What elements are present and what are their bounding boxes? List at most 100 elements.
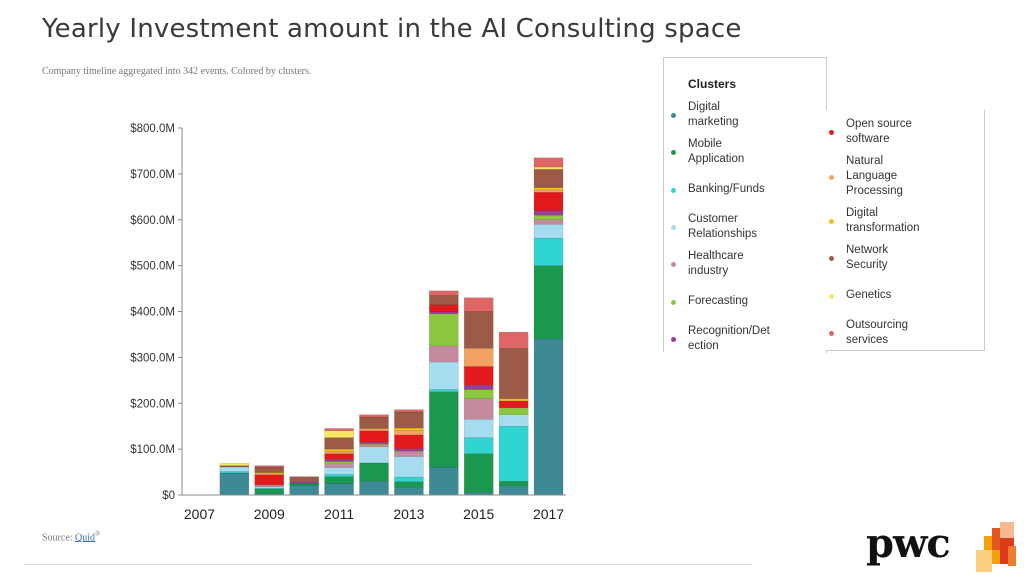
bar-segment	[429, 304, 459, 312]
x-tick-label: 2007	[184, 506, 215, 522]
bar-segment	[394, 456, 424, 478]
bar-segment	[219, 465, 250, 468]
bar-segment	[498, 348, 529, 399]
y-tick-label: $200.0M	[130, 398, 175, 410]
legend-label: Outsourcing services	[846, 319, 909, 346]
bar-segment	[289, 485, 319, 496]
y-tick-label: $300.0M	[130, 352, 175, 364]
bar-segment	[254, 472, 284, 475]
legend-swatch	[671, 337, 676, 342]
bar-segment	[254, 488, 284, 494]
bar-segment	[219, 466, 250, 472]
pwc-wordmark: pwc	[866, 520, 951, 567]
bar-segment	[464, 384, 494, 390]
bar-segment	[464, 419, 494, 438]
legend-title: Clusters	[688, 77, 737, 91]
bar-segment	[324, 459, 354, 462]
bar-segment	[254, 484, 284, 487]
bar-segment	[498, 331, 529, 349]
panel-divider	[24, 564, 752, 565]
legend-label: Banking/Funds	[688, 183, 765, 195]
bar-segment	[289, 476, 319, 483]
legend-label: Natural Language Processing	[846, 155, 903, 197]
bar-segment	[429, 345, 459, 363]
bar-segment	[254, 466, 284, 473]
bar-segment	[289, 481, 319, 485]
bar-segment	[498, 407, 529, 415]
bar-segment	[464, 297, 494, 312]
pwc-logo-mark	[976, 522, 1016, 572]
source-prefix: Source:	[42, 532, 76, 544]
bar-segment	[324, 476, 354, 484]
legend-label: Recognition/Det ection	[688, 325, 770, 352]
bar-segment	[464, 389, 494, 399]
bar-segment	[324, 437, 354, 450]
legend-label: Healthcare industry	[688, 250, 744, 277]
legend-swatch	[671, 150, 676, 155]
bar-segment	[464, 348, 494, 367]
bar-segment	[254, 474, 284, 486]
bar-segment	[324, 430, 354, 438]
bar-segment	[498, 400, 529, 409]
x-tick-label: 2011	[324, 506, 354, 522]
legend-label: Open source software	[846, 118, 912, 145]
bar-segment	[533, 189, 564, 193]
bar-segment	[533, 219, 564, 225]
bar-segment	[394, 487, 424, 496]
legend-swatch	[671, 113, 676, 118]
bar-segment	[429, 467, 459, 496]
bars	[219, 157, 564, 496]
bar-segment	[394, 451, 424, 457]
slide-title: Yearly Investment amount in the AI Consu…	[42, 14, 742, 44]
bar-segment	[324, 467, 354, 475]
y-tick-label: $500.0M	[130, 261, 175, 273]
bar-segment	[324, 474, 354, 477]
bar-segment	[498, 481, 529, 487]
bar-segment	[394, 411, 424, 429]
bar-segment	[498, 414, 529, 427]
legend-label: Digital transformation	[846, 207, 920, 234]
bar-segment	[324, 428, 354, 431]
bar-segment	[324, 451, 354, 454]
legend-swatch	[671, 225, 676, 230]
bar-segment	[394, 430, 424, 436]
y-tick-label: $400.0M	[130, 307, 175, 319]
y-tick-label: $0	[162, 490, 175, 502]
bar-segment	[394, 434, 424, 449]
x-tick-label: 2009	[254, 506, 285, 522]
legend-panel-right	[826, 110, 985, 351]
bar-segment	[429, 290, 459, 296]
bar-segment	[533, 187, 564, 191]
chart-subtitle: Company timeline aggregated into 342 eve…	[42, 66, 312, 77]
legend-label: Mobile Application	[688, 138, 745, 165]
legend-panel-left	[663, 57, 827, 353]
bar-segment	[533, 265, 564, 340]
legend-swatch	[671, 299, 676, 305]
bar-segment	[533, 192, 564, 211]
source-registered-mark: ®	[95, 530, 101, 538]
bar-segment	[324, 461, 354, 465]
bar-segment	[359, 462, 389, 482]
y-tick-label: $700.0M	[130, 169, 175, 181]
bar-segment	[219, 472, 250, 496]
bar-segment	[464, 437, 494, 454]
bar-segment	[394, 481, 424, 488]
bar-segment	[324, 483, 354, 496]
bar-segment	[533, 224, 564, 239]
legend-swatch	[671, 187, 676, 193]
bar-segment	[219, 463, 250, 466]
source-link[interactable]: Quid	[75, 532, 96, 544]
x-tick-label: 2017	[533, 506, 564, 522]
bar-segment	[324, 448, 354, 452]
bar-segment	[429, 389, 459, 392]
y-tick-label: $100.0M	[130, 444, 175, 456]
bar-segment	[359, 416, 389, 429]
legend-label: Customer Relationships	[688, 213, 758, 240]
bar-segment	[498, 485, 529, 496]
y-axis: $0 $100.0M $200.0M $300.0M $400.0M $500.0M $60…	[130, 123, 183, 502]
stacked-bar-chart: $0 $100.0M $200.0M $300.0M $400.0M $500.0M $60…	[130, 123, 566, 522]
bar-segment	[533, 169, 564, 188]
legend-swatch	[829, 293, 834, 299]
bar-segment	[533, 338, 564, 496]
bar-segment	[359, 414, 389, 418]
